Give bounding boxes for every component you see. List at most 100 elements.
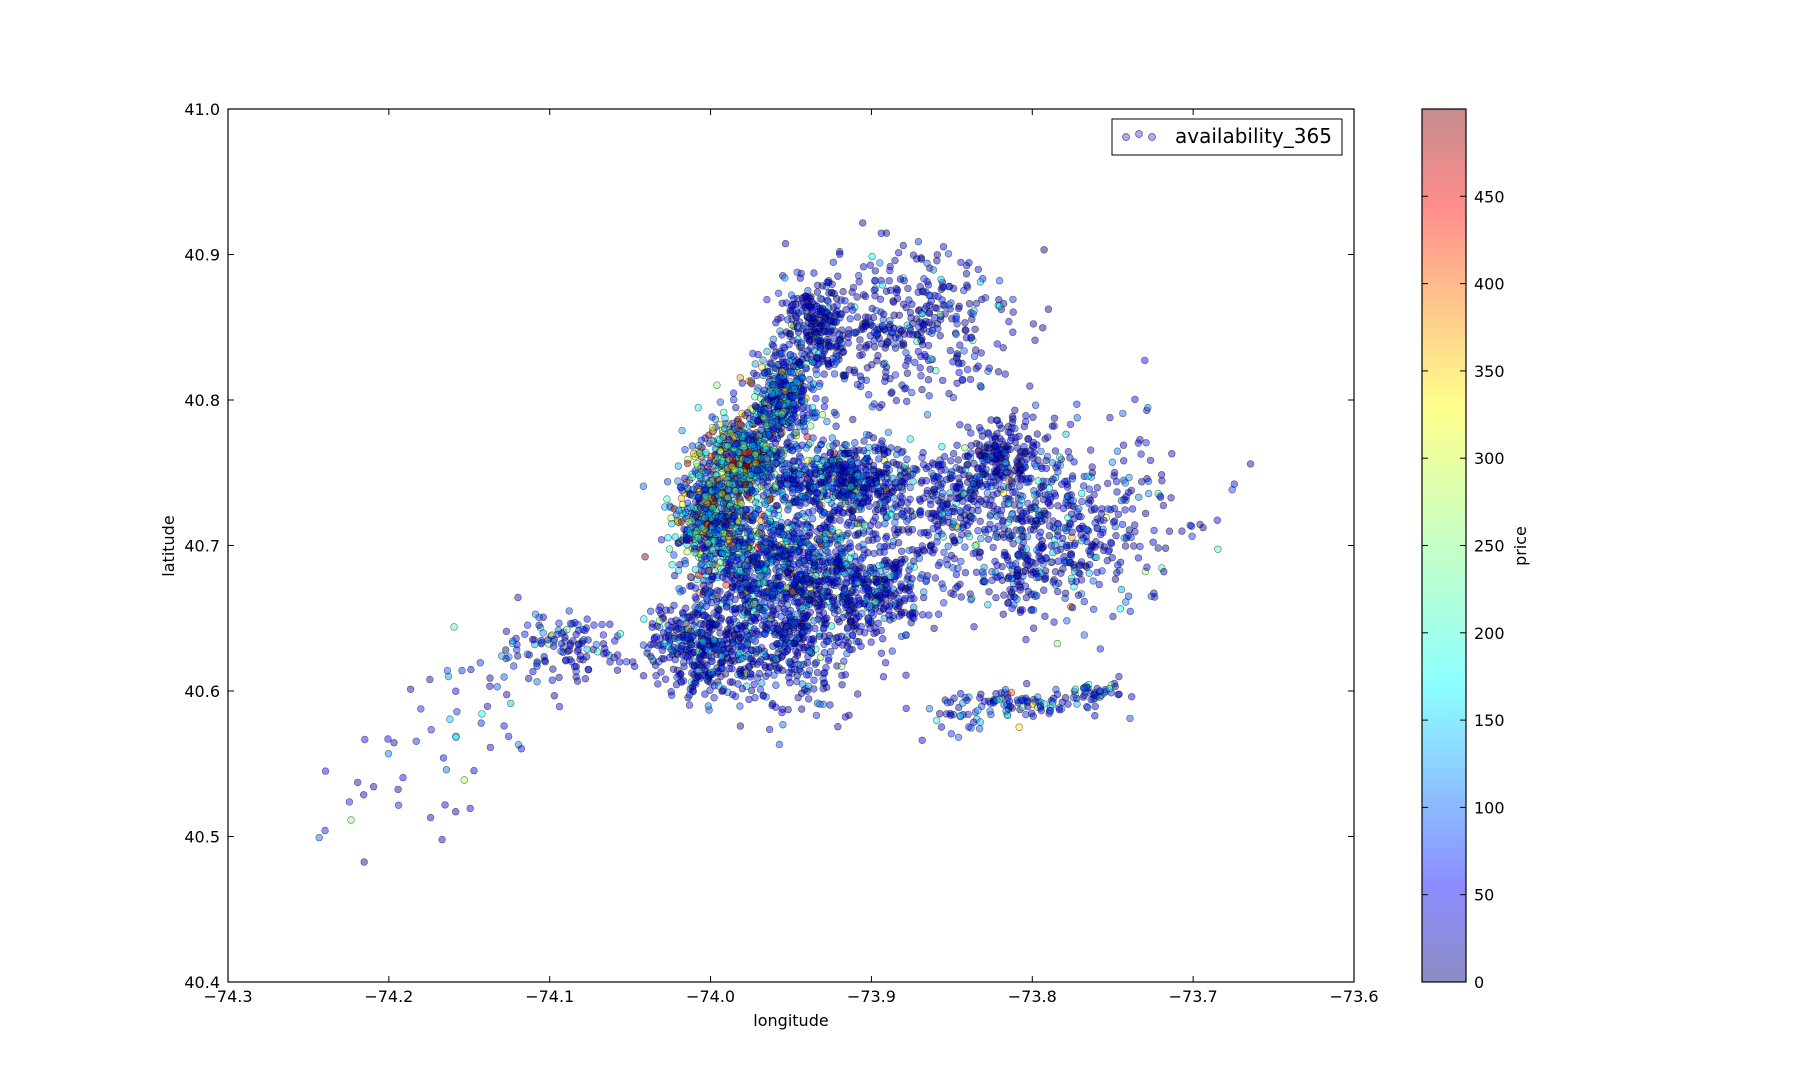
scatter-point — [884, 339, 891, 346]
scatter-point — [711, 529, 718, 536]
scatter-point — [754, 417, 761, 424]
scatter-point — [807, 423, 814, 430]
scatter-point — [947, 347, 954, 354]
scatter-point — [1036, 512, 1043, 519]
scatter-point — [971, 353, 978, 360]
scatter-point — [823, 615, 830, 622]
scatter-point — [782, 240, 789, 247]
scatter-point — [916, 319, 923, 326]
scatter-point — [819, 411, 826, 418]
scatter-point — [958, 594, 965, 601]
scatter-point — [700, 487, 707, 494]
scatter-point — [699, 542, 706, 549]
scatter-point — [905, 285, 912, 292]
scatter-point — [1118, 586, 1125, 593]
scatter-point — [910, 465, 917, 472]
scatter-point — [757, 572, 764, 579]
scatter-point — [808, 590, 815, 597]
scatter-point — [868, 361, 875, 368]
scatter-point — [934, 321, 941, 328]
scatter-point — [824, 593, 831, 600]
scatter-point — [767, 505, 774, 512]
scatter-point — [892, 531, 899, 538]
scatter-point — [1064, 484, 1071, 491]
scatter-point — [773, 641, 780, 648]
scatter-point — [883, 535, 890, 542]
scatter-point — [729, 566, 736, 573]
scatter-point — [837, 536, 844, 543]
scatter-point — [730, 451, 737, 458]
scatter-point — [725, 591, 732, 598]
scatter-point — [1132, 396, 1139, 403]
scatter-point — [1231, 481, 1238, 488]
scatter-point — [726, 530, 733, 537]
scatter-point — [1089, 469, 1096, 476]
scatter-point — [850, 605, 857, 612]
scatter-point — [820, 685, 827, 692]
scatter-point — [724, 546, 731, 553]
scatter-point — [785, 706, 792, 713]
scatter-point — [1010, 309, 1017, 316]
scatter-point — [1122, 543, 1129, 550]
scatter-point — [840, 372, 847, 379]
scatter-point — [1098, 510, 1105, 517]
scatter-point — [803, 500, 810, 507]
scatter-point — [775, 290, 782, 297]
scatter-point — [1114, 448, 1121, 455]
scatter-point — [1129, 506, 1136, 513]
scatter-point — [829, 289, 836, 296]
scatter-point — [865, 391, 872, 398]
scatter-point — [937, 332, 944, 339]
scatter-point — [967, 376, 974, 383]
scatter-point — [875, 522, 882, 529]
scatter-point — [749, 487, 756, 494]
scatter-point — [843, 306, 850, 313]
scatter-point — [780, 381, 787, 388]
scatter-point — [911, 359, 918, 366]
scatter-point — [849, 632, 856, 639]
scatter-point — [924, 260, 931, 267]
scatter-point — [1094, 569, 1101, 576]
scatter-point — [963, 270, 970, 277]
scatter-point — [813, 395, 820, 402]
scatter-point — [903, 398, 910, 405]
scatter-point — [782, 494, 789, 501]
scatter-point — [1091, 491, 1098, 498]
scatter-point — [841, 451, 848, 458]
scatter-point — [947, 306, 954, 313]
scatter-point — [693, 460, 700, 467]
scatter-point — [1009, 329, 1016, 336]
scatter-point — [816, 586, 823, 593]
scatter-point — [1063, 500, 1070, 507]
scatter-point — [751, 681, 758, 688]
scatter-point — [664, 478, 671, 485]
scatter-point — [814, 669, 821, 676]
scatter-point — [882, 479, 889, 486]
scatter-point — [732, 596, 739, 603]
scatter-point — [820, 437, 827, 444]
scatter-point — [939, 490, 946, 497]
scatter-point — [705, 511, 712, 518]
scatter-point — [1214, 546, 1221, 553]
scatter-point — [831, 409, 838, 416]
scatter-point — [928, 542, 935, 549]
scatter-point — [855, 460, 862, 467]
scatter-point — [788, 555, 795, 562]
scatter-point — [1214, 517, 1221, 524]
scatter-point — [865, 587, 872, 594]
scatter-point — [761, 613, 768, 620]
scatter-point — [821, 649, 828, 656]
scatter-point — [838, 633, 845, 640]
scatter-point — [778, 613, 785, 620]
scatter-point — [962, 544, 969, 551]
scatter-point — [857, 373, 864, 380]
scatter-point — [874, 327, 881, 334]
scatter-point — [920, 461, 927, 468]
scatter-point — [954, 320, 961, 327]
scatter-point — [1047, 494, 1054, 501]
scatter-point — [955, 457, 962, 464]
scatter-point — [854, 314, 861, 321]
scatter-point — [861, 522, 868, 529]
scatter-point — [926, 319, 933, 326]
scatter-point — [804, 644, 811, 651]
